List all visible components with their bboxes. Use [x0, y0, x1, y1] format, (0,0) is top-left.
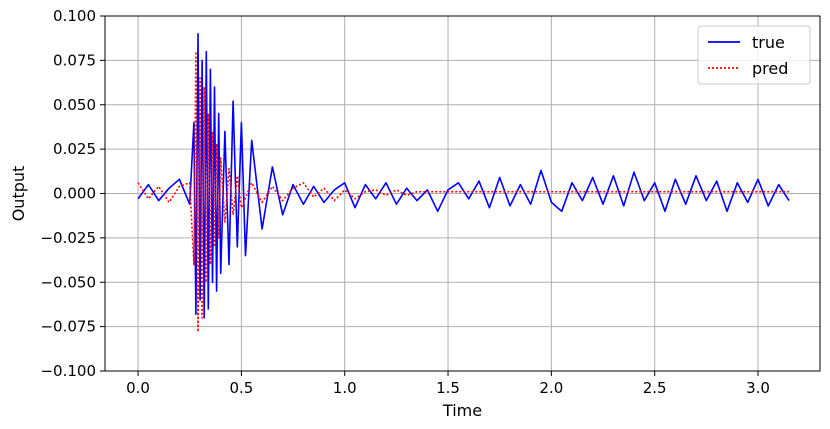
series-line-pred — [137, 50, 789, 333]
y-tick-label: −0.100 — [40, 362, 96, 380]
x-tick-label: 0.5 — [229, 379, 253, 397]
x-axis-label: Time — [442, 401, 482, 420]
legend: true pred — [697, 25, 811, 85]
x-tick-label: 0.0 — [126, 379, 150, 397]
y-tick-label: 0.075 — [53, 51, 96, 69]
series-line-true — [137, 32, 790, 319]
y-tick-label: 0.050 — [53, 96, 96, 114]
y-tick-label: 0.025 — [53, 140, 96, 158]
y-axis-label: Output — [9, 166, 28, 222]
legend-label-pred: pred — [752, 59, 788, 78]
series-group — [137, 32, 790, 333]
y-tick-label: 0.100 — [53, 7, 96, 25]
y-tick-label: −0.050 — [40, 273, 96, 291]
x-tick-label: 2.0 — [539, 379, 563, 397]
legend-label-true: true — [752, 33, 785, 52]
axis-ticks: 0.0 0.5 1.0 1.5 2.0 2.5 3.0 −0.100 −0.075 −0.050 −… — [40, 7, 769, 397]
y-tick-label: 0.000 — [53, 185, 96, 203]
legend-box — [697, 25, 811, 85]
x-tick-label: 1.0 — [333, 379, 357, 397]
x-tick-label: 3.0 — [746, 379, 770, 397]
grid — [105, 15, 820, 372]
x-tick-label: 1.5 — [436, 379, 460, 397]
x-tick-label: 2.5 — [643, 379, 667, 397]
y-tick-label: −0.025 — [40, 229, 96, 247]
y-tick-label: −0.075 — [40, 318, 96, 336]
